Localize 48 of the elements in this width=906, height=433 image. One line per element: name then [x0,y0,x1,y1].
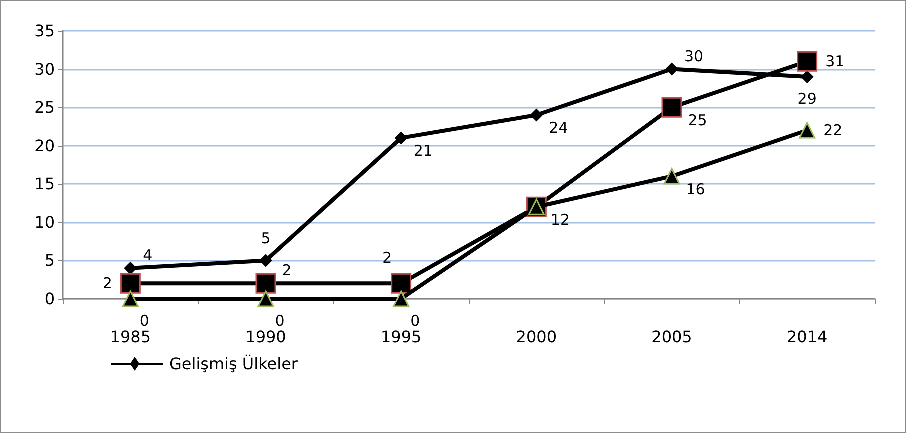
point [256,273,276,294]
x-tick-label: 2014 [786,328,828,346]
legend-label: Gelişmiş Ülkeler [170,354,298,374]
y-tick-label: 25 [34,98,55,118]
point [120,273,141,294]
data-label: 2 [102,274,112,293]
data-label: 2 [282,262,292,280]
x-tick-label: 2005 [652,328,692,346]
x-tick-label: 1995 [380,328,422,346]
point [662,97,682,118]
y-tick-label: 30 [34,60,55,79]
point [800,70,814,84]
data-label: 5 [261,230,271,248]
data-label: 0 [410,312,420,330]
y-tick-label: 10 [34,212,55,232]
data-label: 16 [686,180,706,198]
x-tick-label: 1990 [246,328,286,346]
data-label: 25 [688,112,708,130]
point [530,108,544,122]
data-label: 22 [824,122,843,140]
point [799,122,816,139]
x-tick-label: 2000 [516,328,558,346]
data-label: 12 [550,211,570,230]
data-label: 0 [140,312,150,330]
y-tick-label: 15 [34,174,55,194]
data-label: 0 [275,312,285,330]
point [666,62,678,76]
point [258,290,274,308]
y-tick-label: 0 [44,290,55,308]
y-tick-label: 20 [34,136,55,156]
x-tick-label: 1985 [110,328,152,346]
point [394,132,408,145]
point [391,273,412,294]
data-label: 4 [143,246,153,264]
point [664,168,680,185]
point [122,290,139,308]
data-label: 29 [798,90,817,108]
point [393,290,410,308]
point [260,254,272,268]
data-label: 31 [826,52,845,71]
data-label: 30 [684,47,704,66]
data-label: 2 [382,248,392,267]
y-tick-label: 35 [34,22,55,40]
point [124,262,138,275]
data-label: 21 [414,142,433,160]
data-label: 24 [549,119,568,138]
point [797,51,818,72]
y-tick-label: 5 [44,251,55,270]
